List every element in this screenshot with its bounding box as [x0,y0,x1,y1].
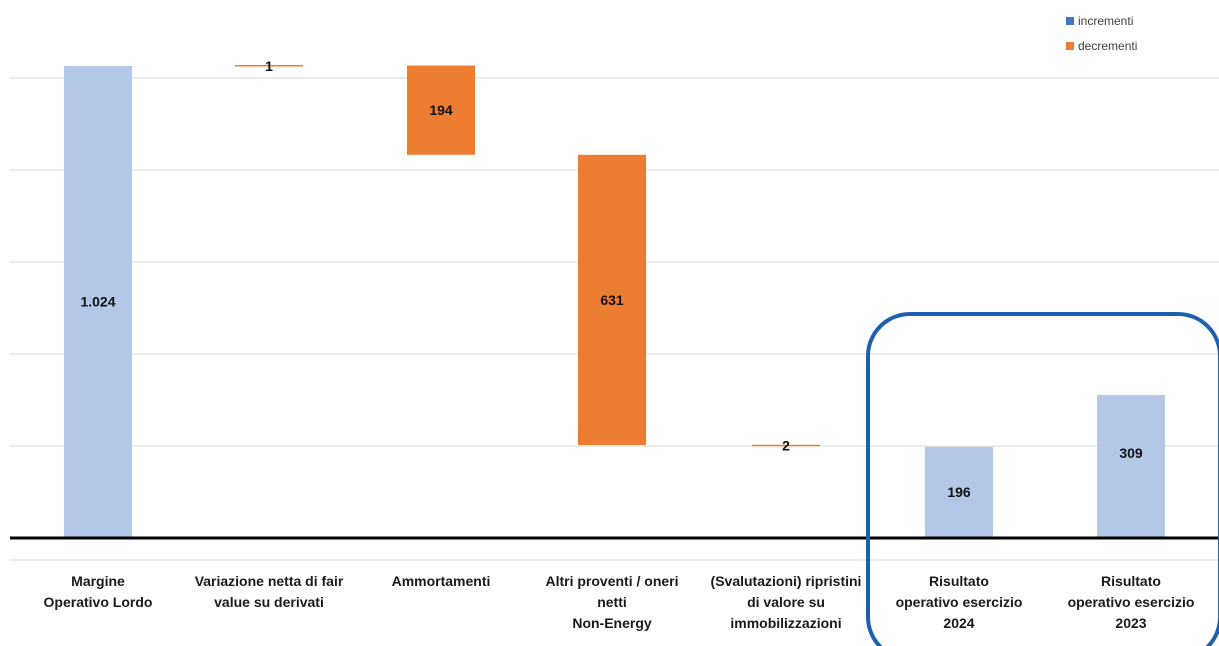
bar [407,65,475,155]
category-label: (Svalutazioni) ripristini di valore su imm… [711,573,862,631]
category-labels: Margine Operativo Lordo Variazione netta d… [44,573,1195,631]
legend-label-incrementi: incrementi [1078,14,1133,28]
legend-swatch-decrementi [1066,42,1074,50]
bar [925,446,993,537]
bar [64,66,132,537]
category-label: Risultato operativo esercizio 2023 [1068,573,1195,631]
data-label: 196 [947,484,971,500]
category-label: Margine Operativo Lordo [44,573,153,610]
data-label: 1 [265,58,273,74]
category-label: Risultato operativo esercizio 2024 [896,573,1023,631]
category-label: Altri proventi / oneri netti Non-Energy [545,573,678,631]
category-label: Variazione netta di fair value su derivat… [195,573,344,610]
category-label: Ammortamenti [392,573,491,589]
bar [1097,394,1165,537]
data-label: 194 [429,102,453,118]
data-label: 2 [782,437,790,453]
bar [578,154,646,446]
legend-label-decrementi: decrementi [1078,39,1137,53]
highlight-box [866,312,1219,646]
data-label: 309 [1119,445,1143,461]
data-label: 631 [600,292,624,308]
legend-swatch-incrementi [1066,17,1074,25]
legend: incrementi decrementi [1066,14,1137,53]
bars [64,65,1165,537]
data-label: 1.024 [80,294,115,310]
value-labels: 1.024 1 194 631 2 196 309 [80,58,1142,500]
